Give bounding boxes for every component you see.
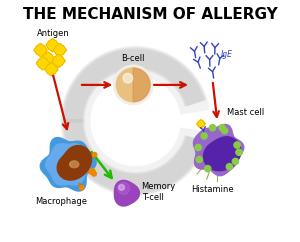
Circle shape xyxy=(209,125,216,131)
Circle shape xyxy=(73,164,76,167)
Circle shape xyxy=(92,171,96,176)
Text: Histamine: Histamine xyxy=(191,185,234,194)
Polygon shape xyxy=(114,180,140,206)
Polygon shape xyxy=(194,124,244,176)
Polygon shape xyxy=(46,39,59,52)
Circle shape xyxy=(74,161,78,165)
Text: B-cell: B-cell xyxy=(122,53,145,62)
Circle shape xyxy=(195,144,201,151)
Circle shape xyxy=(234,142,240,148)
Polygon shape xyxy=(34,44,47,56)
Circle shape xyxy=(221,128,228,134)
Circle shape xyxy=(226,164,232,170)
Polygon shape xyxy=(41,52,54,65)
Circle shape xyxy=(201,133,207,139)
Polygon shape xyxy=(57,146,92,180)
Circle shape xyxy=(118,182,130,194)
Polygon shape xyxy=(40,138,96,191)
Circle shape xyxy=(80,186,84,190)
Circle shape xyxy=(92,172,96,176)
Circle shape xyxy=(113,65,153,105)
Circle shape xyxy=(236,149,242,155)
Circle shape xyxy=(123,73,133,83)
Circle shape xyxy=(71,163,75,166)
Circle shape xyxy=(232,158,239,165)
Polygon shape xyxy=(53,44,66,56)
Circle shape xyxy=(92,152,97,157)
Text: Macrophage: Macrophage xyxy=(35,197,87,206)
Polygon shape xyxy=(197,120,205,128)
Circle shape xyxy=(89,169,95,174)
Circle shape xyxy=(219,125,225,131)
Text: Memory
T-cell: Memory T-cell xyxy=(142,182,176,202)
Polygon shape xyxy=(133,68,150,102)
Polygon shape xyxy=(52,54,65,67)
Circle shape xyxy=(196,156,203,163)
Circle shape xyxy=(205,166,211,172)
Circle shape xyxy=(119,184,124,190)
Text: IgE: IgE xyxy=(221,50,233,59)
Circle shape xyxy=(116,68,150,102)
Text: Mast cell: Mast cell xyxy=(227,108,264,117)
Polygon shape xyxy=(37,57,50,70)
Ellipse shape xyxy=(70,161,79,168)
Text: THE MECHANISM OF ALLERGY: THE MECHANISM OF ALLERGY xyxy=(22,7,278,22)
Polygon shape xyxy=(203,137,241,171)
Text: Antigen: Antigen xyxy=(38,29,70,38)
Polygon shape xyxy=(46,144,91,185)
Polygon shape xyxy=(45,63,58,76)
